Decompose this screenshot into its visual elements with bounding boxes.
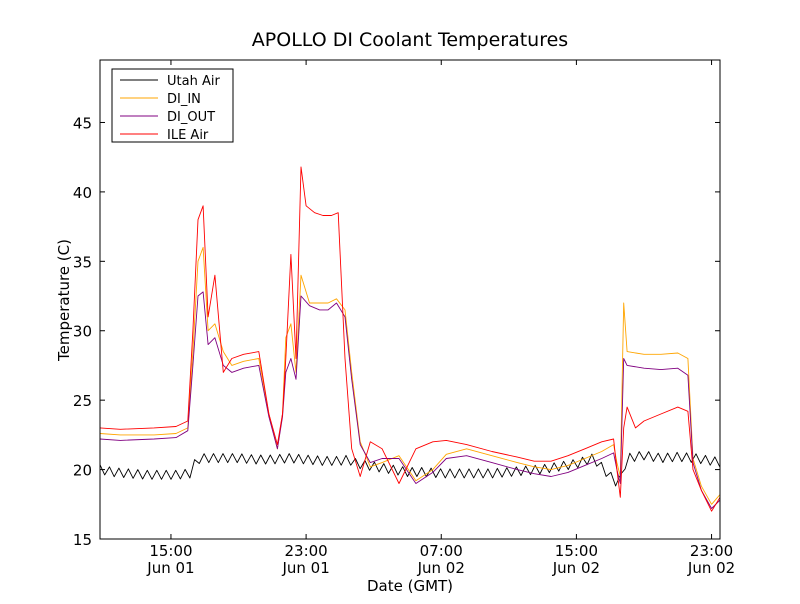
- legend-frame: [111, 68, 234, 143]
- x-tick-label-date: Jun 01: [281, 559, 329, 577]
- plot-frame: [99, 59, 721, 540]
- x-tick-label-date: Jun 02: [552, 559, 600, 577]
- legend-label: DI_IN: [167, 92, 201, 107]
- legend: Utah Air DI_IN DI_OUT ILE Air: [111, 68, 234, 143]
- x-tick-label-date: Jun 02: [417, 559, 465, 577]
- y-tick-label: 35: [73, 253, 92, 271]
- x-tick-label-date: Jun 02: [687, 559, 735, 577]
- y-tick-label: 40: [73, 184, 92, 202]
- x-tick-label-time: 23:00: [284, 542, 327, 560]
- legend-label: Utah Air: [167, 74, 220, 89]
- x-axis-label: Date (GMT): [367, 577, 453, 595]
- chart-title: APOLLO DI Coolant Temperatures: [252, 29, 568, 51]
- y-tick-label: 25: [73, 392, 92, 410]
- x-tick-label-time: 07:00: [420, 542, 463, 560]
- series-layer: [99, 166, 721, 512]
- x-tick-label-time: 23:00: [690, 542, 733, 560]
- y-tick-label: 20: [73, 462, 92, 480]
- y-tick-label: 45: [73, 114, 92, 132]
- y-tick-label: 15: [73, 531, 92, 549]
- legend-label: DI_OUT: [167, 110, 215, 125]
- x-tick-label-time: 15:00: [555, 542, 598, 560]
- series-line-di-out: [99, 291, 721, 509]
- x-tick-label-time: 15:00: [149, 542, 192, 560]
- x-tick-label-date: Jun 01: [146, 559, 194, 577]
- series-line-ile-air: [99, 166, 721, 512]
- y-tick-label: 30: [73, 323, 92, 341]
- y-axis-label: Temperature (C): [55, 239, 73, 362]
- legend-label: ILE Air: [167, 128, 209, 143]
